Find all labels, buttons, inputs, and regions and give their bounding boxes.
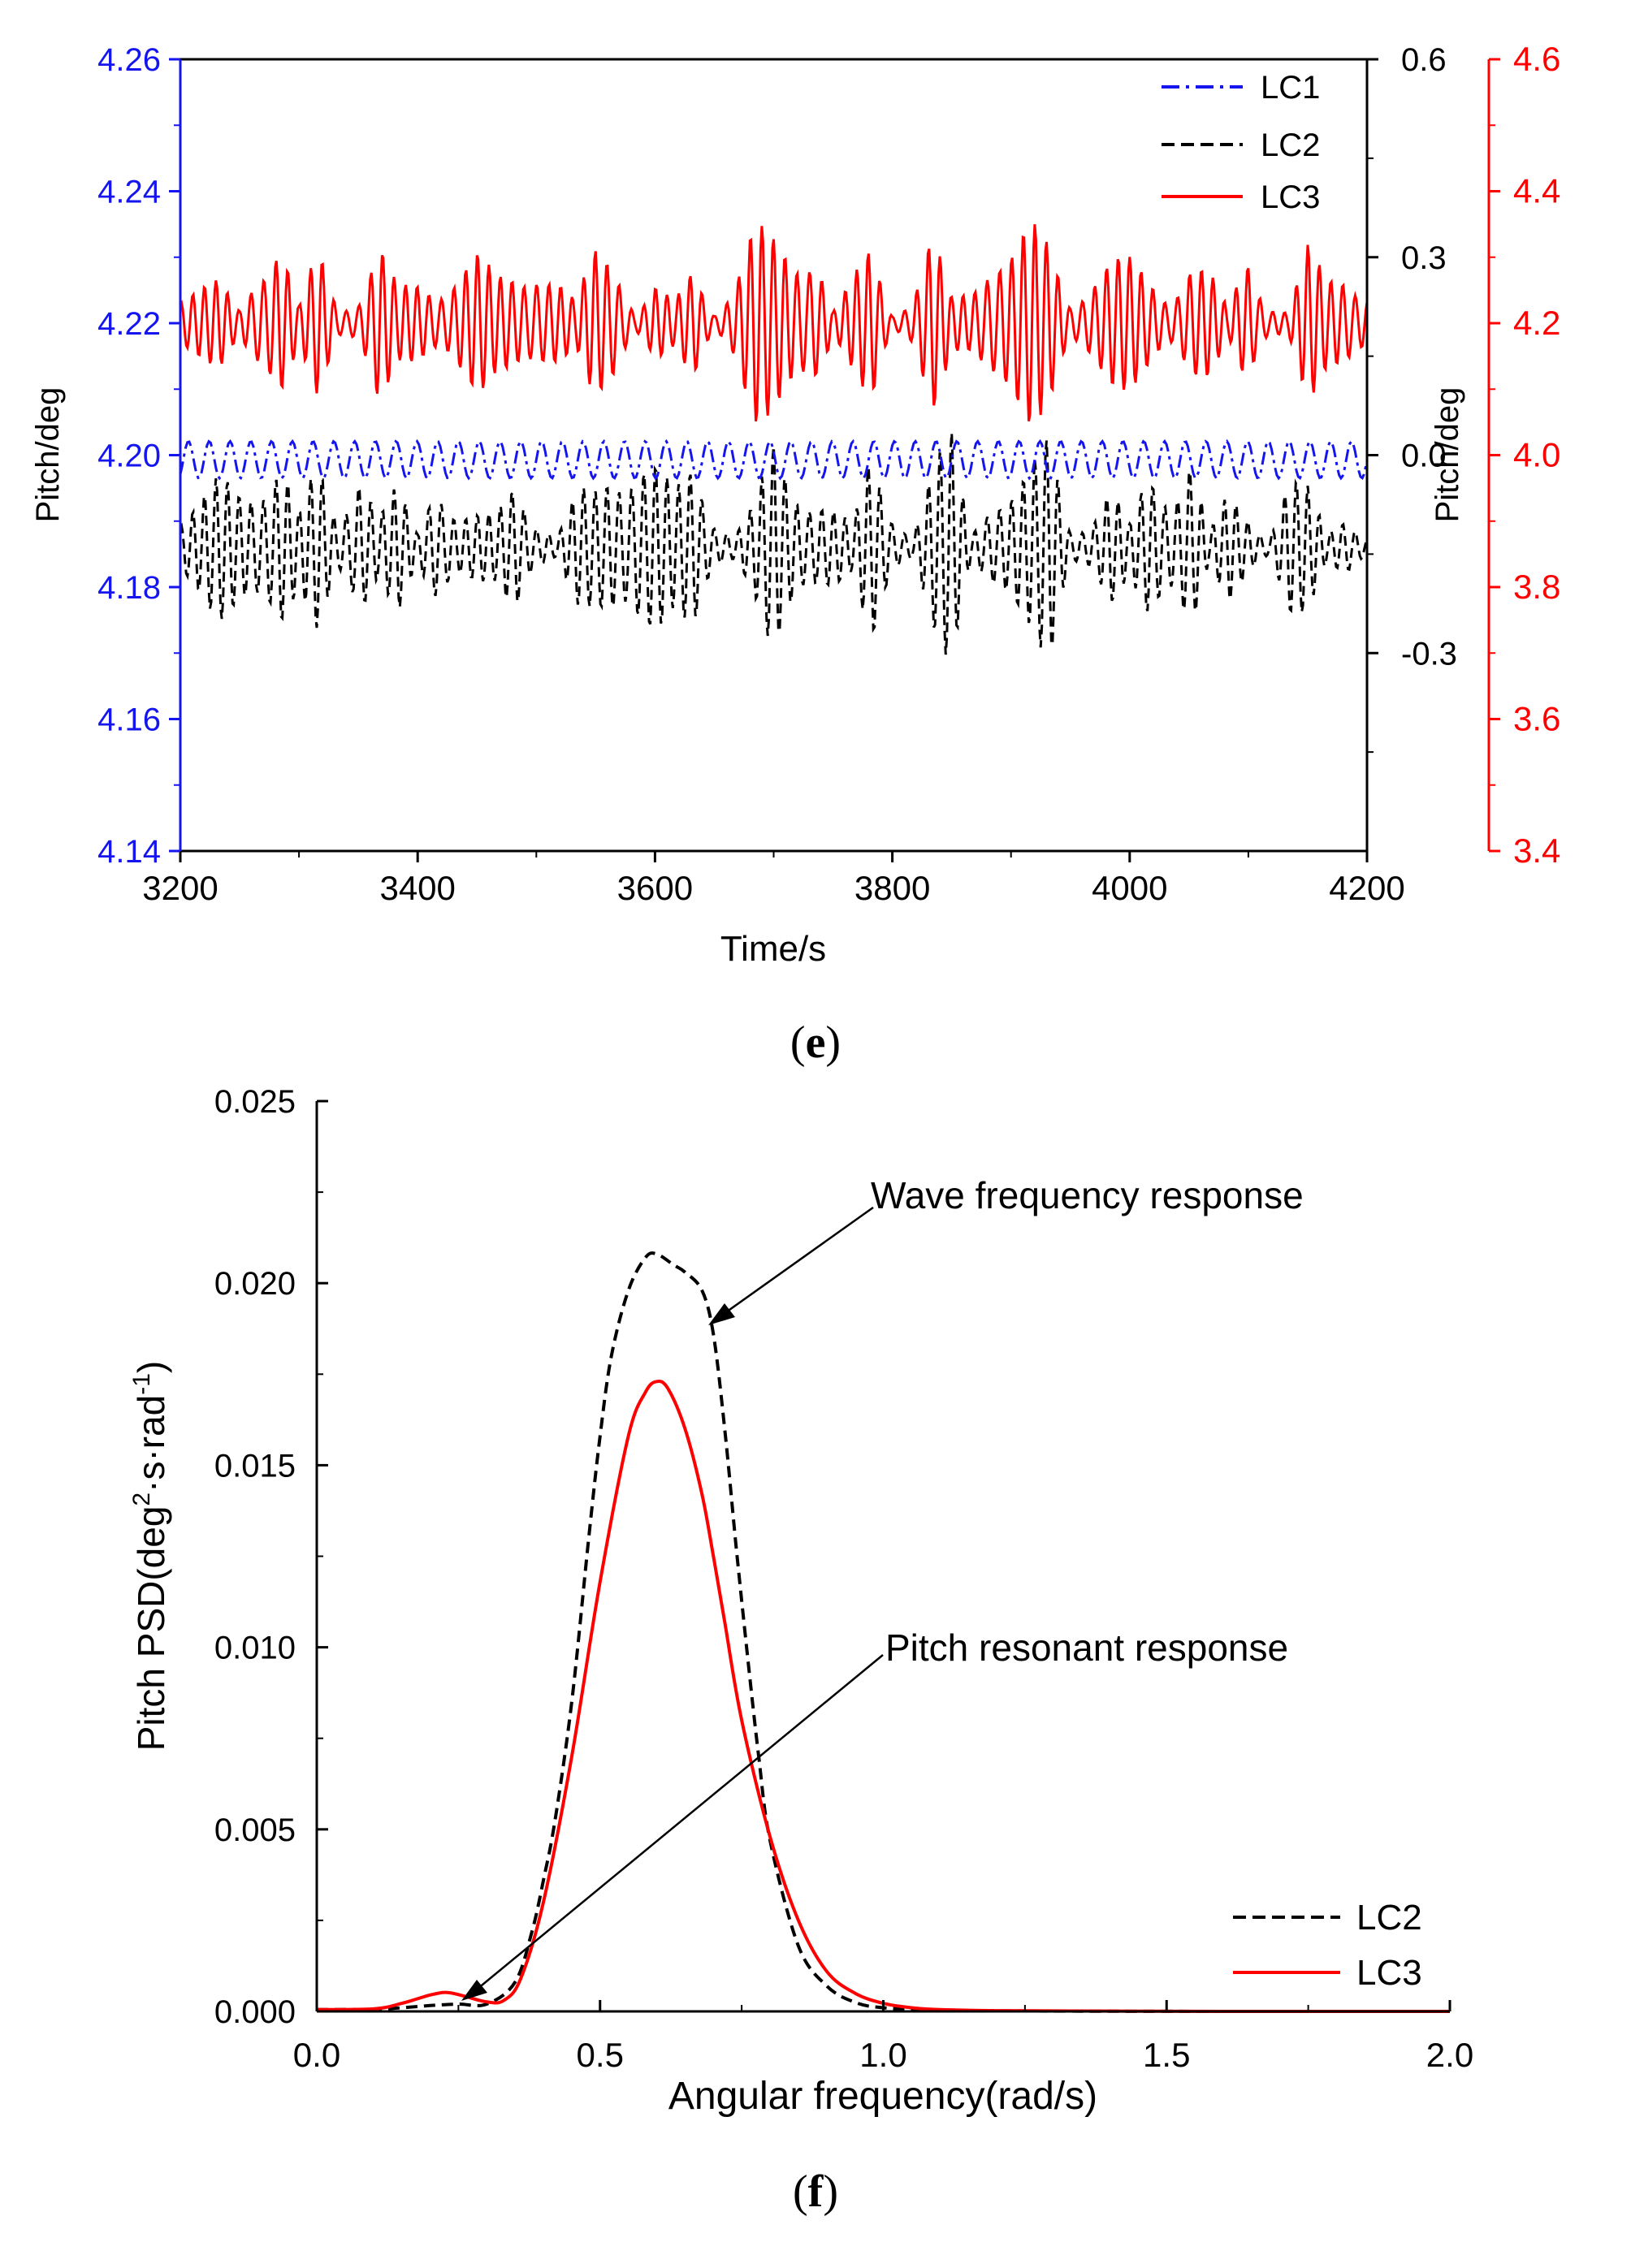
- chart-panel-f: 0.0 0.5 1.0 1.5 2.0 0.000 0.005 0.010 0.015 0.02…: [128, 1084, 1473, 2217]
- e-left-tick-label-4.24: 4.24: [97, 175, 161, 210]
- e-right-outer-tick-label-3.6: 3.6: [1513, 700, 1560, 738]
- e-right-outer-tick-label-4.0: 4.0: [1513, 436, 1560, 474]
- y-label-part2: ·s·rad: [130, 1395, 172, 1493]
- e-right-outer-tick-label-3.4: 3.4: [1513, 832, 1560, 870]
- e-x-tick-label-3400: 3400: [379, 869, 455, 907]
- annotation-pitch-resonant-response: Pitch resonant response: [885, 1626, 1288, 1669]
- annotation-wave-frequency-response: Wave frequency response: [871, 1174, 1304, 1216]
- e-left-tick-label-4.20: 4.20: [97, 438, 161, 474]
- chart-e-plot-area: [179, 224, 1369, 655]
- chart-f-annotations: Wave frequency response Pitch resonant r…: [461, 1174, 1304, 2001]
- e-x-tick-label-3800: 3800: [854, 869, 930, 907]
- annotation-arrow-wave-frequency: [717, 1206, 874, 1320]
- f-y-tick-label-0.010: 0.010: [214, 1631, 296, 1666]
- panel-letter-e: e: [806, 1017, 826, 1068]
- legend-item-lc3: LC3: [1162, 179, 1320, 215]
- e-left-tick-label-4.18: 4.18: [97, 570, 161, 606]
- chart-e-left-y-axis-label: Pitch/deg: [30, 387, 66, 523]
- f-y-tick-label-0.020: 0.020: [214, 1266, 296, 1302]
- legend-label-f-lc3: LC3: [1356, 1953, 1422, 1993]
- chart-e-right-y-axis-label: Pitch/deg: [1430, 387, 1465, 523]
- legend-item-f-lc2: LC2: [1233, 1898, 1422, 1938]
- chart-e-right-outer-y-ticks: 3.4 3.6 3.8 4.0 4.2 4.4 4.6: [1489, 40, 1560, 870]
- legend-item-lc1: LC1: [1162, 70, 1320, 106]
- series-line-lc1: [179, 438, 1367, 481]
- e-right-outer-tick-label-4.6: 4.6: [1513, 40, 1560, 78]
- f-x-tick-label-2.0: 2.0: [1426, 2036, 1473, 2074]
- e-right-outer-tick-label-3.8: 3.8: [1513, 568, 1560, 606]
- e-left-tick-label-4.16: 4.16: [97, 702, 161, 738]
- chart-f-y-ticks: 0.000 0.005 0.010 0.015 0.020 0.025: [214, 1084, 328, 2030]
- chart-f-x-axis-label: Angular frequency(rad/s): [668, 2075, 1097, 2118]
- e-right-inner-tick-label--0.3: -0.3: [1401, 636, 1457, 672]
- panel-label-e: (e): [790, 1017, 841, 1068]
- series-line-lc3: [179, 224, 1369, 421]
- f-y-tick-label-0.000: 0.000: [214, 1994, 296, 2030]
- e-x-tick-label-4200: 4200: [1329, 869, 1404, 907]
- annotation-arrowhead-pitch-resonant: [461, 1980, 487, 2001]
- e-right-inner-tick-label-0.3: 0.3: [1401, 240, 1447, 276]
- e-x-tick-label-3200: 3200: [142, 869, 218, 907]
- e-left-tick-label-4.22: 4.22: [97, 306, 161, 342]
- legend-label-lc2: LC2: [1261, 127, 1320, 163]
- legend-item-f-lc3: LC3: [1233, 1953, 1422, 1993]
- chart-panel-e: 3200 3400 3600 3800 4000 4200 4.14 4.16 4.18 4.2…: [30, 40, 1560, 1068]
- chart-e-x-axis-label: Time/s: [720, 929, 826, 969]
- f-x-tick-label-1.0: 1.0: [859, 2036, 906, 2074]
- chart-e-x-ticks: 3200 3400 3600 3800 4000 4200: [142, 851, 1405, 907]
- annotation-arrow-pitch-resonant: [472, 1654, 884, 1994]
- e-right-outer-tick-label-4.2: 4.2: [1513, 304, 1560, 342]
- f-x-tick-label-0.0: 0.0: [293, 2036, 340, 2074]
- e-right-outer-tick-label-4.4: 4.4: [1513, 172, 1560, 210]
- y-label-sup2: -1: [128, 1373, 155, 1395]
- chart-e-left-y-ticks: 4.14 4.16 4.18 4.20 4.22 4.24 4.26: [97, 42, 180, 870]
- e-left-tick-label-4.14: 4.14: [97, 834, 161, 870]
- series-line-f-lc2: [316, 1251, 1450, 2014]
- f-x-tick-label-1.5: 1.5: [1143, 2036, 1190, 2074]
- annotation-arrowhead-wave-frequency: [708, 1303, 735, 1325]
- e-x-tick-label-3600: 3600: [617, 869, 693, 907]
- e-left-tick-label-4.26: 4.26: [97, 42, 161, 78]
- f-y-tick-label-0.005: 0.005: [214, 1812, 296, 1848]
- series-line-lc2: [179, 432, 1369, 655]
- legend-item-lc2: LC2: [1162, 127, 1320, 163]
- f-y-tick-label-0.015: 0.015: [214, 1448, 296, 1484]
- legend-label-lc3: LC3: [1261, 179, 1320, 215]
- legend-label-lc1: LC1: [1261, 70, 1320, 106]
- panel-letter-f: f: [808, 2166, 824, 2217]
- series-line-f-lc3: [316, 1379, 1450, 2014]
- y-label-sup1: 2: [128, 1493, 155, 1506]
- e-right-inner-tick-label-0.6: 0.6: [1401, 42, 1447, 78]
- legend-label-f-lc2: LC2: [1356, 1898, 1422, 1938]
- f-x-tick-label-0.5: 0.5: [577, 2036, 624, 2074]
- chart-f-plot-area: [316, 1251, 1450, 2014]
- chart-e-right-inner-y-ticks: -0.3 0.0 0.3 0.6: [1367, 42, 1457, 754]
- chart-e-legend: LC1 LC2 LC3: [1162, 70, 1320, 215]
- panel-label-f: (f): [793, 2166, 838, 2217]
- e-x-tick-label-4000: 4000: [1092, 869, 1167, 907]
- chart-f-x-ticks: 0.0 0.5 1.0 1.5 2.0: [293, 2000, 1473, 2074]
- y-label-part1: Pitch PSD(deg: [130, 1506, 172, 1752]
- e-right-inner-tick-label-0.0: 0.0: [1401, 438, 1447, 474]
- y-label-part3: ): [130, 1361, 172, 1373]
- chart-f-y-axis-label: Pitch PSD(deg2·s·rad-1): [128, 1361, 172, 1752]
- f-y-tick-label-0.025: 0.025: [214, 1084, 296, 1120]
- chart-f-legend: LC2 LC3: [1233, 1898, 1422, 1993]
